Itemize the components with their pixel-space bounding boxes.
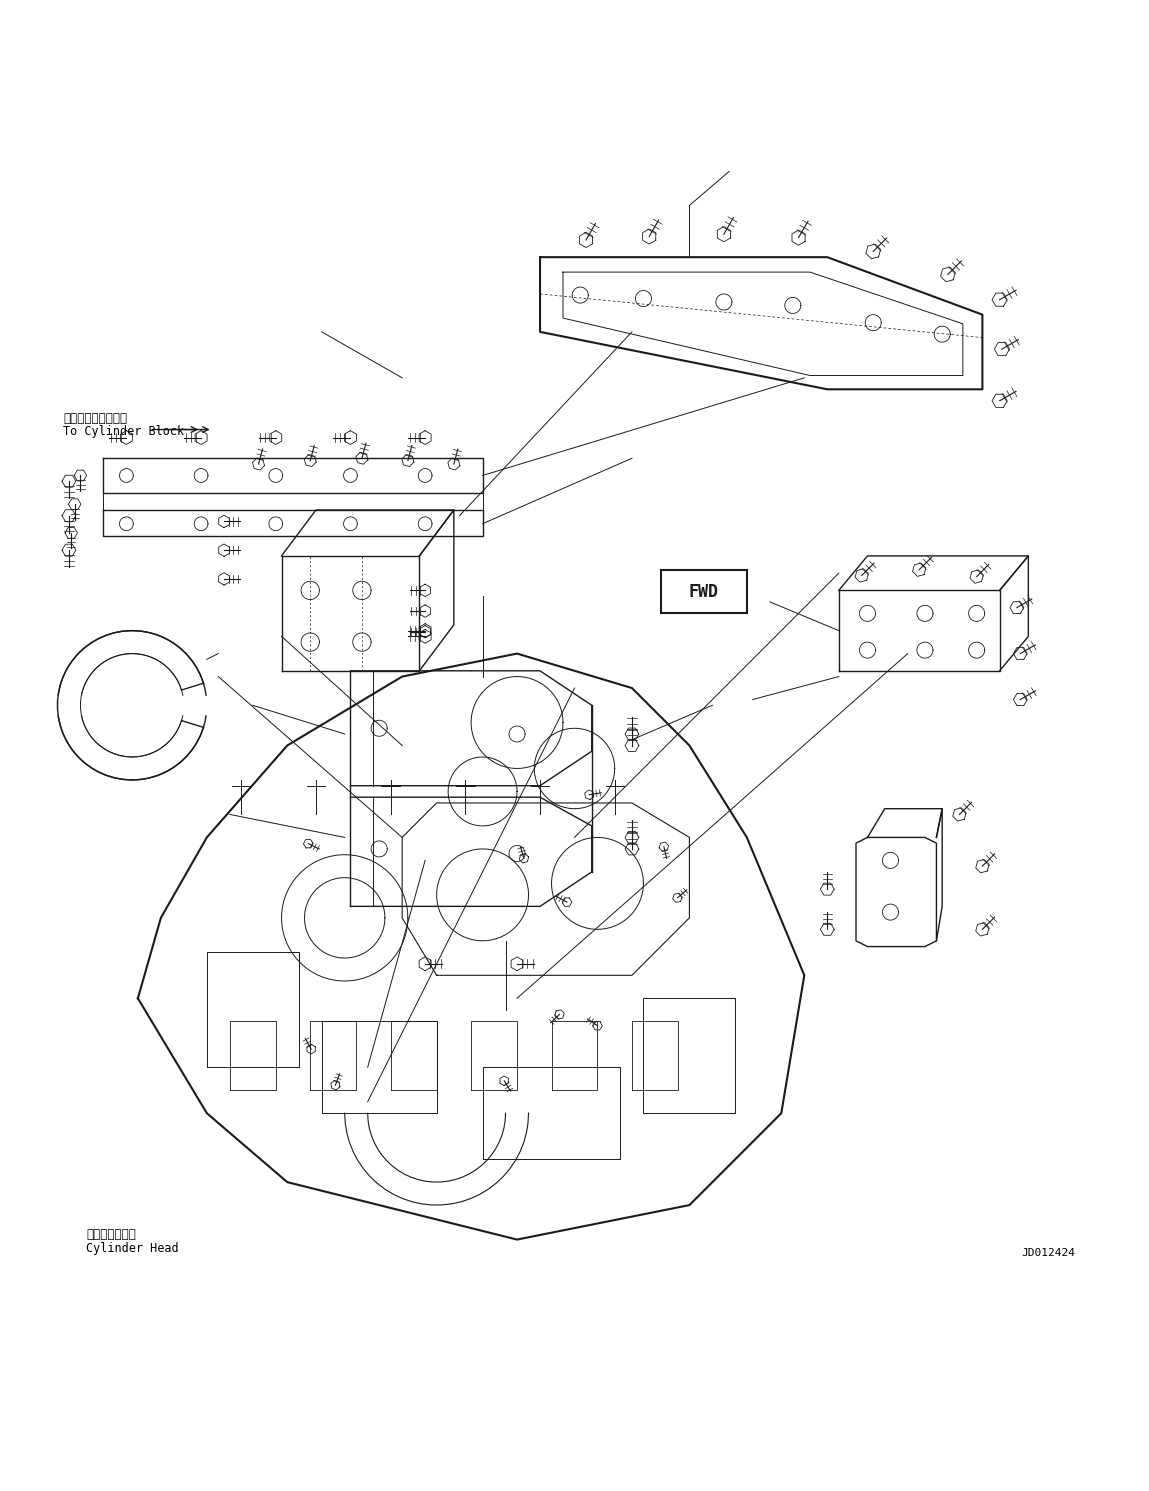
Text: FWD: FWD [688, 583, 719, 601]
Text: シリンダブロックへ: シリンダブロックへ [63, 412, 128, 425]
Bar [661, 570, 747, 613]
Text: シリンダヘッド: シリンダヘッド [86, 1229, 136, 1242]
Text: JD012424: JD012424 [1021, 1248, 1075, 1258]
Text: To Cylinder Block: To Cylinder Block [63, 425, 184, 438]
Text: Cylinder Head: Cylinder Head [86, 1242, 179, 1255]
